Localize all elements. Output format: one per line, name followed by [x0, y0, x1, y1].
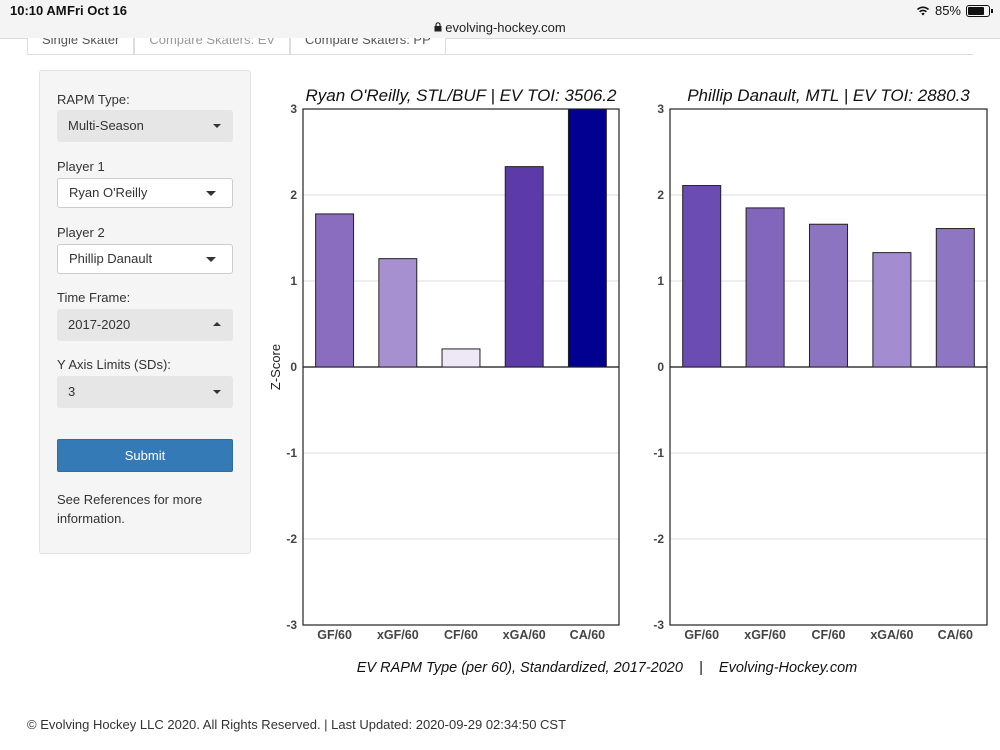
bar-xgf-60	[378, 258, 418, 368]
battery-percent: 85%	[934, 3, 961, 18]
tab-compare-skaters-pp[interactable]: Compare Skaters: PP	[290, 38, 446, 55]
bar-xga-60	[872, 252, 912, 368]
tabs-divider	[27, 54, 973, 55]
x-tick-label: CA/60	[570, 628, 605, 642]
status-date: Fri Oct 16	[67, 3, 127, 18]
rapm-comparison-chart: Z-Score 3 2 1 0 -1 -2 -3 GF/60 xGF/60 CF/60 xGA/60 C…	[268, 86, 988, 676]
bar-cf-60	[441, 348, 481, 368]
time-frame-value: 2017-2020	[68, 317, 131, 332]
y-tick-label: 2	[657, 188, 664, 202]
bar-xga-60	[504, 166, 544, 368]
x-tick-label: xGF/60	[377, 628, 419, 642]
player1-label: Player 1	[57, 159, 105, 174]
time-frame-select[interactable]: 2017-2020	[57, 309, 233, 341]
time-frame-label: Time Frame:	[57, 290, 131, 305]
y-tick-label: -1	[653, 446, 664, 460]
tab-compare-skaters-ev[interactable]: Compare Skaters: EV	[134, 38, 291, 55]
bar-gf-60	[315, 213, 355, 368]
y-axis-select[interactable]: 3	[57, 376, 233, 408]
chevron-down-icon	[213, 124, 221, 128]
bar-cf-60	[808, 223, 849, 368]
y-axis-title: Z-Score	[268, 344, 283, 390]
bar-ca-60	[567, 108, 607, 368]
chevron-down-icon	[213, 390, 221, 394]
bar-xgf-60	[745, 207, 785, 368]
player2-value: Phillip Danault	[69, 251, 153, 266]
rapm-type-value: Multi-Season	[68, 118, 144, 133]
bar-ca-60	[935, 228, 975, 368]
tab-single-skater[interactable]: Single Skater	[27, 38, 135, 55]
submit-button[interactable]: Submit	[57, 439, 233, 472]
y-tick-label: 1	[290, 274, 297, 288]
y-tick-label: -1	[286, 446, 297, 460]
chevron-down-icon	[206, 191, 216, 196]
x-tick-label: xGF/60	[744, 628, 786, 642]
rapm-type-label: RAPM Type:	[57, 92, 130, 107]
y-tick-label: 2	[290, 188, 297, 202]
y-tick-label: 1	[657, 274, 664, 288]
player2-label: Player 2	[57, 225, 105, 240]
ios-status-bar: 10:10 AM Fri Oct 16 85%	[0, 0, 1000, 20]
y-tick-label: 0	[657, 360, 664, 374]
y-axis-label: Y Axis Limits (SDs):	[57, 357, 171, 372]
panel-title: Ryan O'Reilly, STL/BUF | EV TOI: 3506.2	[306, 86, 617, 105]
url-text: evolving-hockey.com	[445, 20, 566, 35]
panel-title: Phillip Danault, MTL | EV TOI: 2880.3	[687, 86, 970, 105]
x-tick-label: CF/60	[811, 628, 845, 642]
x-tick-label: xGA/60	[870, 628, 913, 642]
references-text: See References for more information.	[57, 492, 203, 526]
address-bar[interactable]: evolving-hockey.com	[0, 20, 1000, 39]
chevron-down-icon	[206, 257, 216, 262]
x-tick-label: xGA/60	[503, 628, 546, 642]
y-tick-label: -3	[653, 618, 664, 632]
footer-text: © Evolving Hockey LLC 2020. All Rights R…	[27, 717, 567, 732]
battery-icon	[966, 4, 993, 17]
chevron-up-icon	[213, 322, 221, 326]
compare-tabs: Single Skater Compare Skaters: EV Compar…	[27, 38, 446, 55]
y-tick-label: -2	[286, 532, 297, 546]
x-tick-label: CF/60	[444, 628, 478, 642]
player1-select[interactable]: Ryan O'Reilly	[57, 178, 233, 208]
player1-value: Ryan O'Reilly	[69, 185, 148, 200]
controls-panel: RAPM Type: Multi-Season Player 1 Ryan O'…	[39, 70, 251, 554]
x-tick-label: GF/60	[317, 628, 352, 642]
y-axis-value: 3	[68, 384, 76, 399]
plot-frame	[669, 108, 988, 626]
y-tick-label: -3	[286, 618, 297, 632]
wifi-icon	[916, 6, 930, 16]
x-tick-label: CA/60	[938, 628, 973, 642]
lock-icon	[434, 20, 442, 35]
x-tick-label: GF/60	[684, 628, 719, 642]
rapm-type-select[interactable]: Multi-Season	[57, 110, 233, 142]
chart-caption: EV RAPM Type (per 60), Standardized, 201…	[357, 660, 857, 676]
y-tick-label: 3	[657, 102, 664, 116]
bar-gf-60	[682, 185, 722, 368]
player2-select[interactable]: Phillip Danault	[57, 244, 233, 274]
y-tick-label: -2	[653, 532, 664, 546]
y-tick-label: 3	[290, 102, 297, 116]
plot-frame	[302, 108, 620, 626]
y-tick-label: 0	[290, 360, 297, 374]
status-time: 10:10 AM	[10, 3, 67, 18]
